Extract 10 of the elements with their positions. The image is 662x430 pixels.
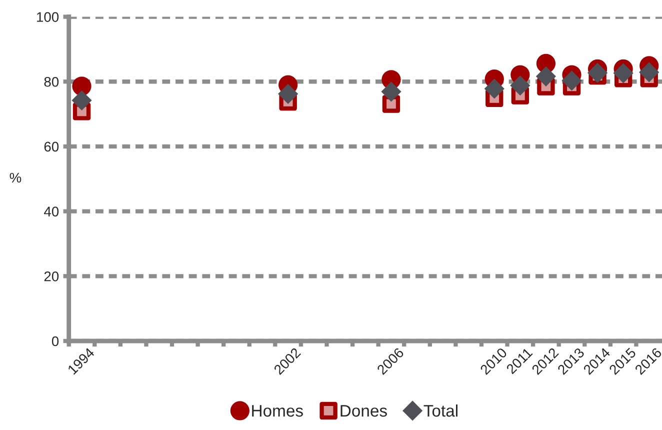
y-tick-label: 100 xyxy=(37,12,59,22)
legend-label: Dones xyxy=(340,405,387,417)
y-tick-label: 40 xyxy=(44,206,59,216)
y-tick-label: 20 xyxy=(44,271,59,282)
legend-label: Total xyxy=(424,404,458,417)
y-tick-label: 80 xyxy=(44,76,59,87)
y-tick-label: 60 xyxy=(44,142,59,152)
legend-label: Homes xyxy=(252,405,303,417)
y-tick-label: 0 xyxy=(52,336,59,346)
y-axis-title: % xyxy=(10,172,22,183)
